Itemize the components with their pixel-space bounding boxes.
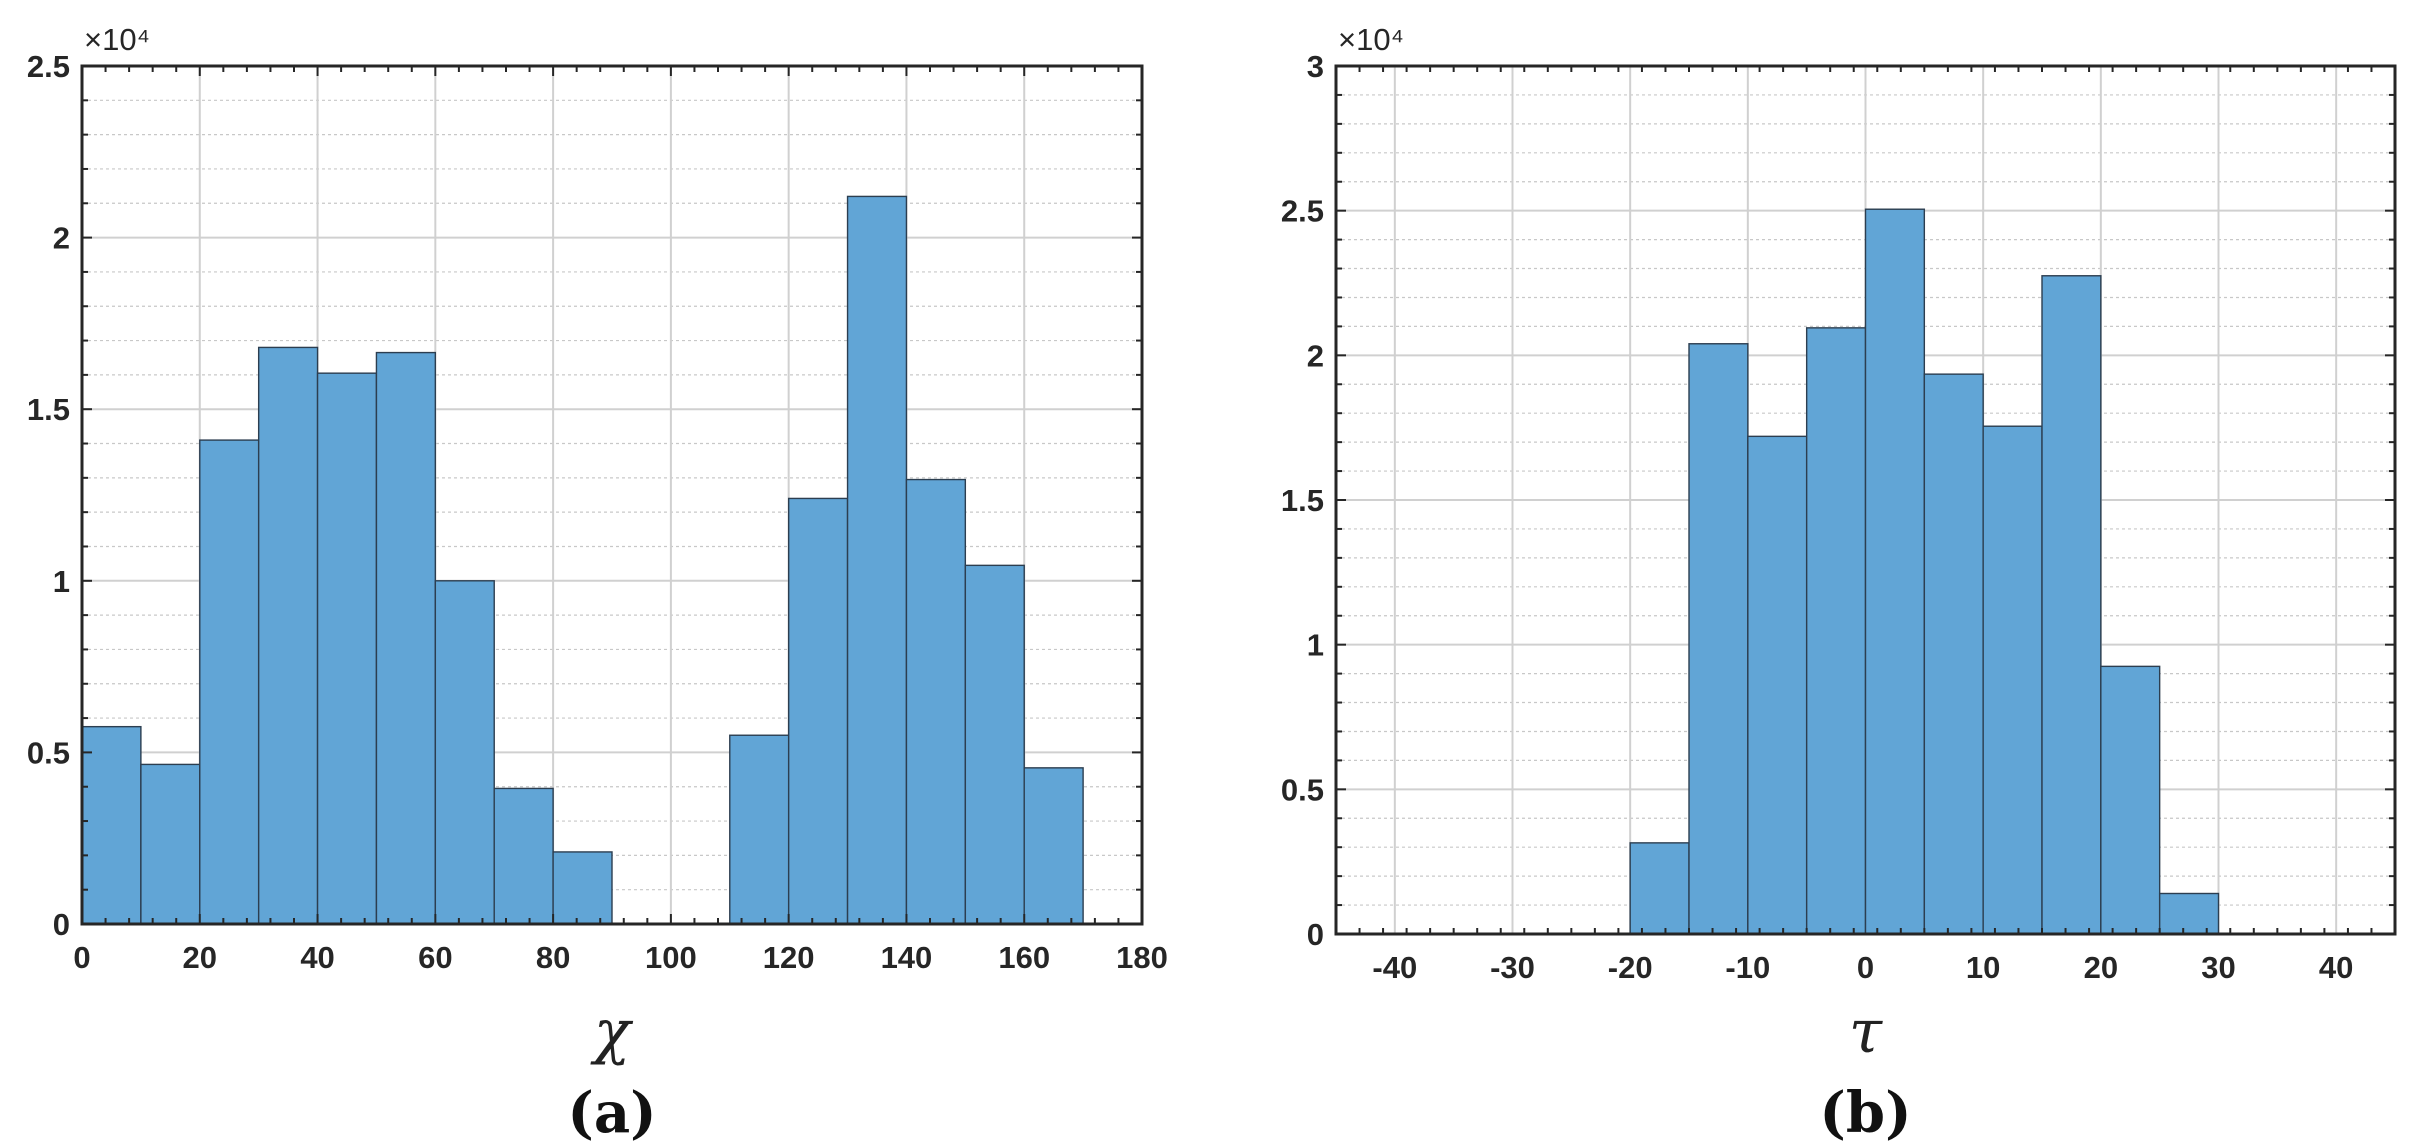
histogram-bar (905, 478, 967, 925)
y-tick-label: 1 (1307, 628, 1324, 663)
histogram-bar (493, 787, 554, 925)
y-tick-label: 2 (53, 221, 70, 256)
x-tick-label: 120 (763, 940, 815, 975)
histogram-bar (787, 497, 849, 925)
histogram-bar (199, 439, 260, 925)
histogram-panel-a: 0 20 40 60 80 100 120 140 160 180 0 0.5 1 1.5 2 2.5 ×10⁴… (27, 22, 1168, 1144)
x-tick-label: 30 (2201, 950, 2235, 985)
x-tick-label: 20 (183, 940, 217, 975)
y-tick-label: 0 (53, 907, 70, 942)
x-tick-label: -10 (1725, 950, 1770, 985)
x-tick-label: 100 (645, 940, 697, 975)
histogram-bar (729, 734, 790, 925)
histogram-panel-b: -40 -30 -20 -10 0 10 20 30 40 0 0.5 1 1.5 2 2.5 3 ×10⁴ τ (… (1281, 22, 2397, 1144)
x-tick-label: -40 (1372, 950, 1417, 985)
x-tick-label: 40 (300, 940, 334, 975)
histogram-bar (140, 763, 201, 925)
y-tick-label: 2.5 (1281, 194, 1324, 229)
histogram-bar (1982, 425, 2043, 935)
histogram-bar (2158, 892, 2220, 935)
x-axis-label: τ (1849, 997, 1883, 1067)
x-tick-label: 0 (73, 940, 90, 975)
y-tick-label: 0.5 (27, 735, 70, 770)
panel-label: (a) (567, 1080, 656, 1144)
x-tick-label: 0 (1857, 950, 1874, 985)
x-tick-label: 80 (536, 940, 570, 975)
x-axis-label: χ (590, 997, 634, 1067)
x-tick-label: 180 (1116, 940, 1168, 975)
axes-frame (80, 64, 1144, 926)
y-tick-label: 2 (1307, 338, 1324, 373)
histogram-bar (1629, 842, 1690, 935)
y-exponent-label: ×10⁴ (84, 22, 150, 57)
histogram-bar (2100, 665, 2161, 935)
histogram-bar (375, 351, 437, 925)
histogram-bar (964, 564, 1025, 925)
y-tick-label: 1.5 (27, 392, 70, 427)
y-tick-label: 0 (1307, 917, 1324, 952)
y-tick-label: 2.5 (27, 49, 70, 84)
y-exponent-label: ×10⁴ (1338, 22, 1404, 57)
histogram-bar (1923, 373, 1984, 935)
histogram-bar (1688, 343, 1749, 935)
x-tick-label: 140 (881, 940, 933, 975)
y-tick-label: 1 (53, 564, 70, 599)
histogram-bar (1023, 767, 1084, 925)
y-tick-label: 3 (1307, 49, 1324, 84)
y-tick-label: 0.5 (1281, 772, 1324, 807)
histogram-bar (1805, 327, 1867, 935)
histogram-bar (434, 580, 495, 925)
x-tick-label: -20 (1608, 950, 1653, 985)
x-tick-label: 60 (418, 940, 452, 975)
x-tick-label: 160 (998, 940, 1050, 975)
histogram-bar (316, 372, 378, 925)
histogram-bar (846, 195, 908, 925)
histogram-bar (552, 851, 613, 925)
x-tick-label: 40 (2319, 950, 2353, 985)
x-tick-label: 20 (2084, 950, 2118, 985)
histogram-bar (2041, 275, 2102, 935)
histogram-bar (1864, 208, 1926, 935)
x-tick-label: -30 (1490, 950, 1535, 985)
histogram-bar (257, 346, 319, 925)
histogram-bar (1747, 435, 1808, 935)
histogram-bar (81, 725, 142, 925)
panel-label: (b) (1819, 1080, 1911, 1144)
x-tick-label: 10 (1966, 950, 2000, 985)
y-tick-label: 1.5 (1281, 483, 1324, 518)
